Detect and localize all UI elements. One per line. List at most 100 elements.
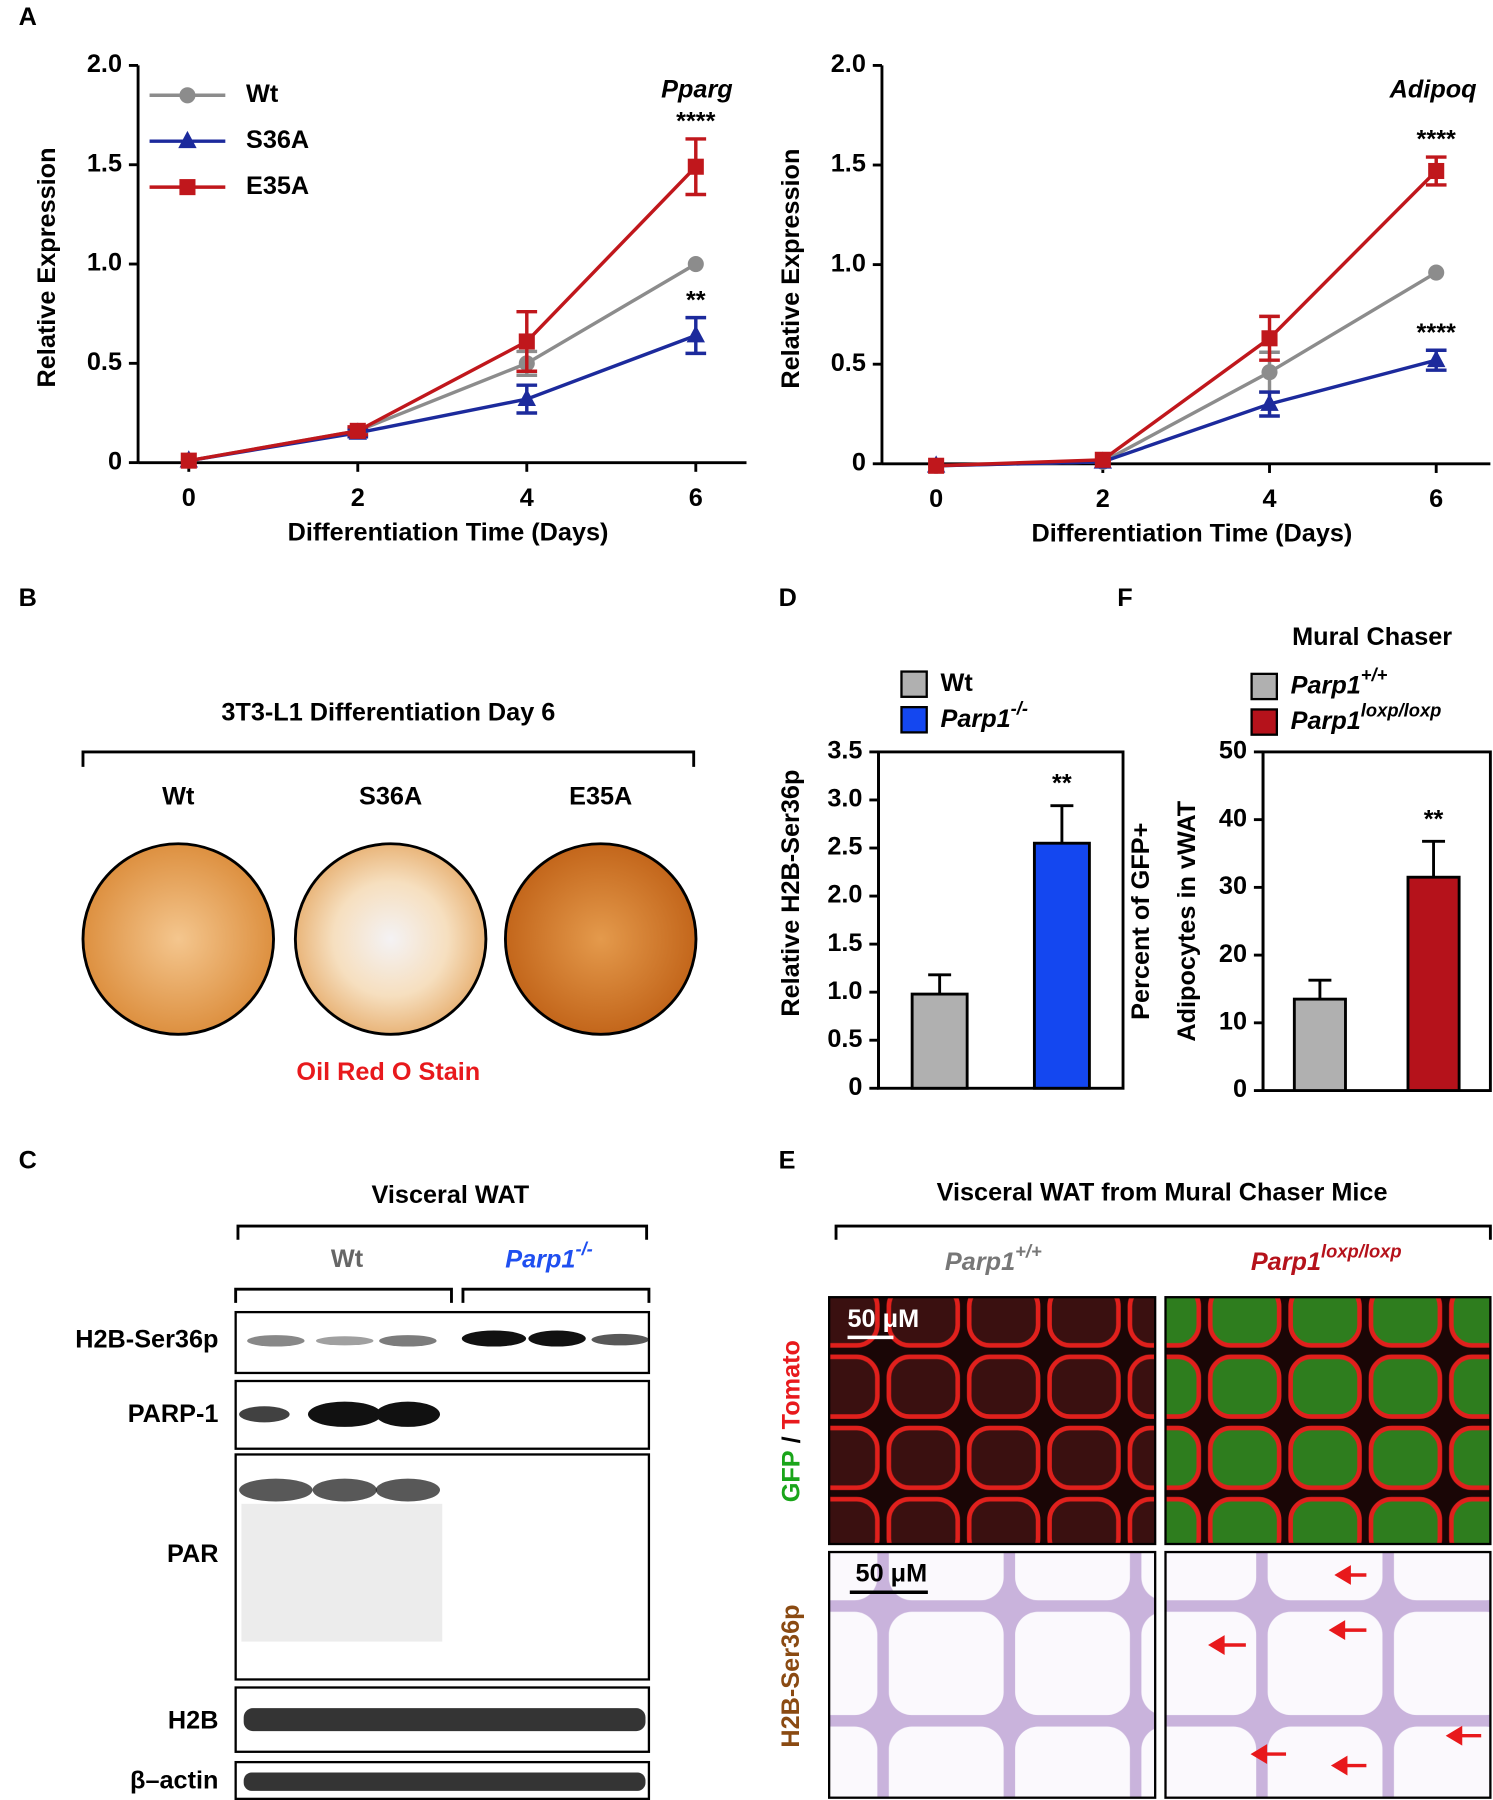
significance-label: ** bbox=[1424, 805, 1444, 833]
x-axis-label: Differentiation Time (Days) bbox=[1031, 520, 1352, 548]
column-label: Parp1loxp/loxp bbox=[1251, 1240, 1402, 1275]
x-tick-label: 6 bbox=[1429, 485, 1443, 513]
legend-label: Wt bbox=[941, 669, 974, 697]
bar bbox=[1032, 841, 1091, 1090]
y-tick-label: 2.0 bbox=[827, 881, 862, 909]
micrograph bbox=[1164, 1550, 1492, 1799]
y-tick-label: 3.5 bbox=[827, 737, 862, 765]
well-label: S36A bbox=[359, 783, 422, 811]
well-image bbox=[503, 842, 698, 1036]
legend-name: Parp1 bbox=[1291, 671, 1361, 699]
marker bbox=[1261, 330, 1278, 347]
micrograph bbox=[1164, 1296, 1492, 1546]
row-label-part: GFP bbox=[777, 1450, 805, 1502]
y-axis-label: Relative Expression bbox=[777, 149, 805, 389]
series-line bbox=[188, 165, 698, 463]
superscript: +/+ bbox=[1361, 664, 1388, 685]
legend-label: Parp1+/+ bbox=[1291, 664, 1388, 699]
row-label: GFP / Tomato bbox=[777, 1340, 805, 1502]
marker bbox=[1428, 264, 1445, 281]
bracket bbox=[234, 1287, 651, 1303]
error-bar bbox=[928, 973, 952, 995]
legend-swatch bbox=[1250, 708, 1279, 736]
y-tick-label: 0 bbox=[852, 448, 866, 476]
legend-name: Parp1 bbox=[941, 704, 1011, 732]
error-bar bbox=[1422, 839, 1446, 878]
panel-label: D bbox=[779, 584, 797, 612]
bar bbox=[1292, 997, 1347, 1092]
group-label: Parp1-/- bbox=[505, 1238, 593, 1273]
y-tick-label: 2.0 bbox=[87, 50, 122, 78]
marker bbox=[1094, 451, 1111, 468]
y-tick-label: 1.5 bbox=[827, 929, 862, 957]
marker bbox=[1428, 162, 1445, 180]
stain-label: Oil Red O Stain bbox=[296, 1058, 480, 1086]
significance-label: ** bbox=[1052, 770, 1072, 798]
bracket bbox=[236, 1224, 649, 1240]
y-tick-label: 1.0 bbox=[831, 249, 866, 277]
series-line bbox=[936, 271, 1438, 468]
legend-label: S36A bbox=[246, 126, 309, 154]
legend-swatch bbox=[900, 705, 928, 734]
y-tick-label: 20 bbox=[1219, 940, 1247, 968]
y-tick-label: 1.5 bbox=[87, 149, 122, 177]
legend-name: Wt bbox=[941, 669, 974, 697]
micrograph bbox=[828, 1550, 1157, 1799]
y-tick-label: 1.0 bbox=[827, 977, 862, 1005]
column-name: Parp1 bbox=[945, 1247, 1015, 1275]
y-tick-label: 2.0 bbox=[831, 50, 866, 78]
error-bar bbox=[1308, 978, 1332, 1000]
legend-label: Parp1loxp/loxp bbox=[1291, 700, 1442, 735]
plot-frame bbox=[877, 750, 1125, 1090]
superscript: -/- bbox=[1011, 697, 1028, 718]
y-tick-label: 50 bbox=[1219, 737, 1247, 765]
legend-label: E35A bbox=[246, 172, 309, 200]
superscript: loxp/loxp bbox=[1321, 1240, 1402, 1261]
y-axis-label: Relative Expression bbox=[33, 147, 61, 387]
legend-name: Parp1 bbox=[1291, 707, 1361, 735]
marker bbox=[1427, 349, 1446, 368]
group-label: Wt bbox=[331, 1245, 364, 1273]
well-label: E35A bbox=[569, 783, 632, 811]
superscript: loxp/loxp bbox=[1361, 700, 1442, 721]
y-tick-label: 0 bbox=[108, 447, 122, 475]
y-tick-label: 0 bbox=[848, 1073, 862, 1101]
marker bbox=[1261, 364, 1278, 381]
x-tick-label: 0 bbox=[929, 485, 943, 513]
y-tick-label: 0 bbox=[1233, 1075, 1247, 1103]
bar bbox=[1406, 875, 1461, 1092]
x-tick-label: 6 bbox=[689, 484, 703, 512]
legend-title: Mural Chaser bbox=[1292, 623, 1452, 651]
significance-label: **** bbox=[676, 108, 715, 136]
blot-bands bbox=[239, 1330, 649, 1791]
b-title: 3T3-L1 Differentiation Day 6 bbox=[221, 699, 555, 727]
y-tick-label: 0.5 bbox=[87, 348, 122, 376]
marker bbox=[518, 333, 535, 350]
chart-title: Pparg bbox=[661, 75, 733, 103]
y-tick-label: 0.5 bbox=[827, 1025, 862, 1053]
legend-swatch bbox=[1250, 672, 1279, 701]
panel-label: E bbox=[779, 1146, 796, 1174]
y-tick-label: 2.5 bbox=[827, 833, 862, 861]
x-tick-label: 2 bbox=[1096, 485, 1110, 513]
y-tick-label: 1.5 bbox=[831, 150, 866, 178]
blot-label: H2B bbox=[168, 1707, 219, 1735]
row-label: H2B-Ser36p bbox=[777, 1604, 805, 1747]
x-axis-label: Differentiation Time (Days) bbox=[288, 518, 609, 546]
scale-label: 50 μM bbox=[848, 1305, 920, 1333]
column-label: Parp1+/+ bbox=[945, 1240, 1042, 1275]
marker bbox=[179, 87, 196, 104]
well-image bbox=[293, 842, 488, 1036]
panel-label: A bbox=[19, 3, 37, 31]
x-tick-label: 4 bbox=[1262, 485, 1276, 513]
bar bbox=[910, 992, 969, 1090]
y-tick-label: 1.0 bbox=[87, 249, 122, 277]
group-name: Parp1 bbox=[505, 1245, 575, 1273]
x-tick-label: 0 bbox=[182, 484, 196, 512]
superscript: +/+ bbox=[1015, 1240, 1042, 1261]
marker bbox=[180, 452, 197, 469]
well-label: Wt bbox=[162, 783, 195, 811]
y-tick-label: 40 bbox=[1219, 804, 1247, 832]
panel-label: B bbox=[19, 584, 37, 612]
y-axis-label: Adipocytes in vWAT bbox=[1173, 800, 1201, 1041]
